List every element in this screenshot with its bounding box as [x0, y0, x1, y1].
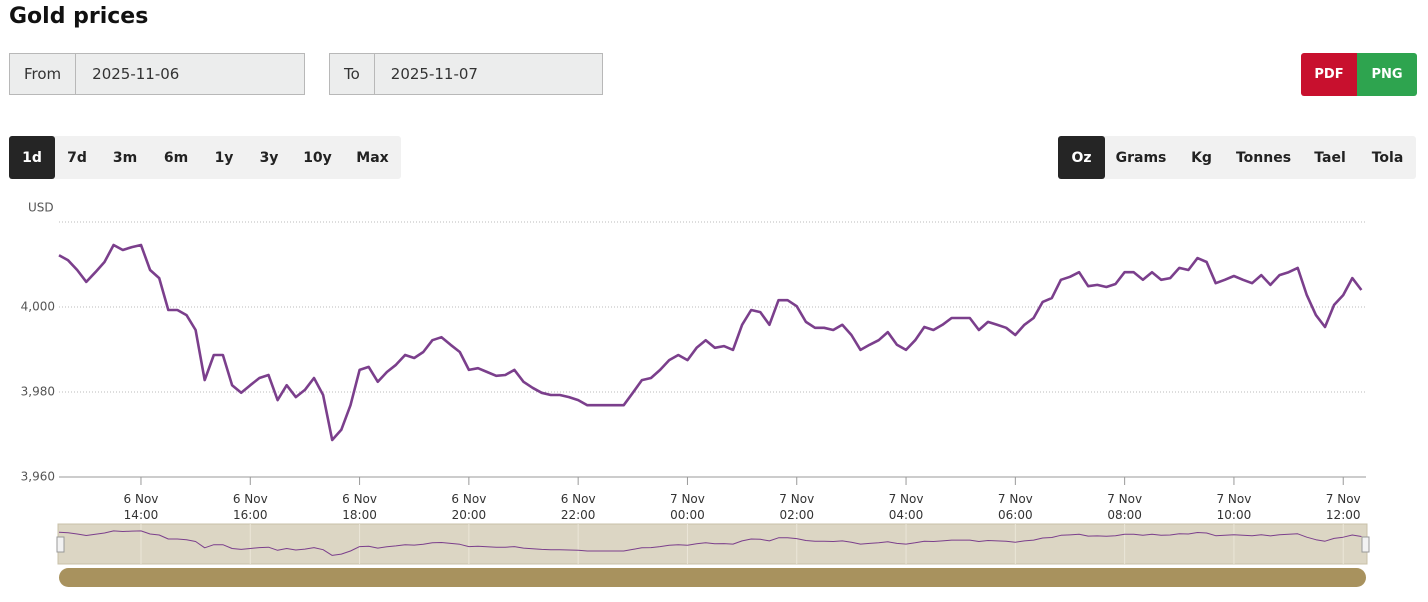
x-tick-label: 6 Nov 16:00	[232, 492, 268, 522]
x-tick-label: 6 Nov 18:00	[342, 492, 377, 522]
unit-button[interactable]: Tonnes	[1235, 149, 1292, 166]
x-tick-label: 6 Nov 22:00	[560, 492, 596, 522]
x-tick-label: 6 Nov 20:00	[451, 492, 487, 522]
page-title: Gold prices	[9, 4, 149, 29]
range-button[interactable]: 10y	[303, 149, 332, 166]
range-button[interactable]: 1y	[214, 149, 234, 166]
unit-button[interactable]: Oz	[1058, 136, 1105, 179]
price-line	[58, 243, 1363, 442]
png-button[interactable]: PNG	[1357, 53, 1417, 96]
from-label: From	[10, 54, 77, 94]
scrollbar	[59, 568, 1366, 587]
y-tick-label: 3,960	[21, 470, 55, 484]
range-button[interactable]: 3y	[259, 149, 279, 166]
from-field[interactable]: From 2025-11-06	[9, 53, 305, 95]
navigator-handle	[56, 536, 65, 553]
unit-button[interactable]: Kg	[1191, 149, 1212, 166]
navigator-line	[58, 530, 1362, 556]
to-value[interactable]: 2025-11-07	[390, 65, 478, 83]
y-tick-label: 4,000	[21, 300, 55, 314]
range-button[interactable]: 6m	[163, 149, 189, 166]
range-button[interactable]: 1d	[9, 136, 55, 179]
x-tick-label: 6 Nov 14:00	[123, 492, 159, 522]
pdf-button[interactable]: PDF	[1301, 53, 1357, 96]
to-label: To	[330, 54, 375, 94]
from-value[interactable]: 2025-11-06	[92, 65, 180, 83]
x-tick-label: 7 Nov 04:00	[888, 492, 924, 522]
y-axis-label: USD	[28, 201, 54, 215]
range-button[interactable]: 3m	[112, 149, 138, 166]
range-button[interactable]: Max	[356, 149, 389, 166]
to-field[interactable]: To 2025-11-07	[329, 53, 603, 95]
range-button[interactable]: 7d	[67, 149, 87, 166]
x-tick-label: 7 Nov 10:00	[1216, 492, 1252, 522]
x-tick-label: 7 Nov 12:00	[1325, 492, 1361, 522]
range-buttons: 1d 7d 3m 6m 1y 3y 10y Max	[9, 136, 401, 179]
x-tick-label: 7 Nov 06:00	[997, 492, 1033, 522]
y-tick-label: 3,980	[21, 385, 55, 399]
x-tick-label: 7 Nov 00:00	[670, 492, 705, 522]
unit-button[interactable]: Grams	[1115, 149, 1167, 166]
x-tick-label: 7 Nov 08:00	[1107, 492, 1143, 522]
navigator	[57, 523, 1368, 565]
navigator-handle	[1361, 536, 1370, 553]
unit-buttons: Oz Grams Kg Tonnes Tael Tola	[1058, 136, 1416, 179]
unit-button[interactable]: Tola	[1371, 149, 1404, 166]
x-tick-label: 7 Nov 02:00	[779, 492, 815, 522]
unit-button[interactable]: Tael	[1314, 149, 1346, 166]
